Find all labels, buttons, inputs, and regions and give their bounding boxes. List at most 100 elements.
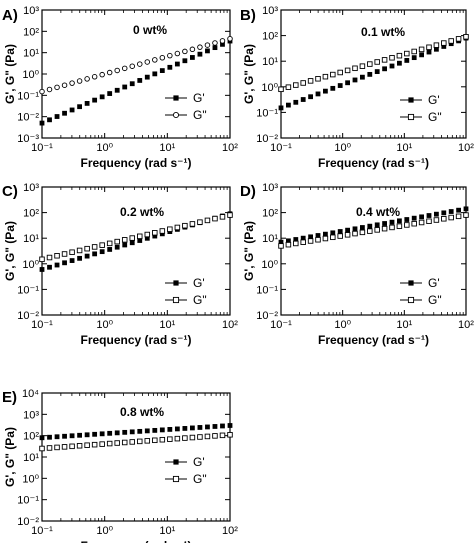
- data-point: [345, 80, 350, 86]
- data-point: [47, 264, 52, 270]
- x-tick-label: 10²: [458, 319, 474, 331]
- data-point: [337, 83, 343, 88]
- legend: G' G": [165, 276, 207, 307]
- data-point: [159, 427, 165, 433]
- data-point: [374, 222, 380, 228]
- x-tick-label: 10⁰: [96, 525, 113, 537]
- x-tick-label: 10¹: [159, 525, 175, 537]
- data-point: [62, 110, 67, 116]
- data-point: [84, 101, 90, 106]
- series-g-prime: [39, 423, 233, 441]
- y-tick-label: 10²: [262, 208, 278, 220]
- data-point: [330, 234, 336, 241]
- data-point: [197, 425, 203, 430]
- data-point: [121, 237, 128, 243]
- y-tick-label: 10⁰: [261, 82, 278, 94]
- data-point: [293, 82, 299, 88]
- data-point: [152, 427, 158, 433]
- data-point: [352, 77, 358, 83]
- data-point: [114, 67, 120, 74]
- y-tick-label: 10³: [23, 182, 39, 194]
- x-tick-label: 10⁻¹: [31, 142, 53, 154]
- data-point: [137, 78, 143, 83]
- data-point: [293, 237, 299, 242]
- x-tick-label: 10⁻¹: [31, 319, 53, 331]
- data-point: [381, 225, 388, 232]
- data-point: [92, 251, 98, 257]
- legend-entry: G": [428, 110, 442, 124]
- y-tick-label: 10⁴: [22, 388, 39, 400]
- data-point: [227, 35, 233, 42]
- data-point: [92, 431, 98, 437]
- data-point: [448, 214, 454, 221]
- data-point: [337, 233, 343, 239]
- data-point: [212, 45, 218, 51]
- data-point: [359, 63, 366, 69]
- data-point: [61, 82, 68, 88]
- data-point: [182, 426, 188, 431]
- data-point: [152, 57, 158, 63]
- panel-b: 10⁻¹ 10⁰ 10¹ 10²10⁻²10⁻¹10⁰10¹10²10³Frequen…: [240, 5, 474, 170]
- data-point: [389, 219, 395, 225]
- data-point: [159, 436, 166, 443]
- data-point: [433, 217, 440, 223]
- data-point: [174, 61, 180, 67]
- data-point: [219, 214, 226, 220]
- data-point: [84, 432, 90, 438]
- legend-marker: [408, 97, 414, 103]
- data-point: [54, 84, 60, 91]
- y-tick-label: 10²: [23, 26, 39, 38]
- data-point: [54, 444, 60, 451]
- data-point: [337, 229, 343, 234]
- series-g-double-prime: [278, 212, 469, 249]
- data-point: [174, 435, 181, 442]
- data-point: [159, 228, 166, 234]
- data-point: [47, 117, 52, 123]
- data-point: [322, 73, 329, 80]
- data-point: [205, 424, 210, 430]
- y-tick-label: 10³: [23, 5, 39, 17]
- data-point: [374, 69, 380, 74]
- data-point: [404, 50, 410, 57]
- data-point: [448, 209, 454, 214]
- series-g-prime: [278, 35, 469, 111]
- data-point: [205, 48, 210, 54]
- plot-frame: [41, 186, 231, 316]
- data-point: [84, 253, 90, 259]
- data-point: [46, 254, 53, 261]
- x-tick-label: 10⁰: [96, 319, 113, 331]
- data-point: [426, 49, 432, 55]
- panel-c: 10⁻¹ 10⁰ 10¹ 10²10⁻²10⁻¹10⁰10¹10²10³Frequen…: [2, 182, 238, 347]
- data-point: [419, 214, 424, 220]
- data-point: [389, 224, 395, 231]
- data-point: [204, 433, 211, 440]
- data-point: [323, 88, 328, 94]
- data-point: [455, 36, 462, 42]
- legend-entry: G': [428, 93, 440, 107]
- y-axis-label: G', G" (Pa): [242, 221, 256, 281]
- data-point: [411, 55, 417, 61]
- data-point: [278, 86, 284, 93]
- data-point: [189, 434, 196, 441]
- plot-frame: [280, 9, 467, 139]
- data-point: [54, 262, 60, 268]
- data-point: [227, 212, 233, 218]
- data-point: [426, 218, 432, 224]
- data-point: [129, 439, 135, 445]
- legend: G' G": [400, 93, 442, 124]
- data-point: [426, 213, 432, 218]
- data-point: [352, 226, 358, 232]
- x-tick-label: 10⁰: [334, 142, 351, 154]
- data-point: [39, 445, 45, 452]
- panel-label: E): [2, 389, 17, 406]
- data-point: [189, 46, 196, 53]
- y-tick-label: 10¹: [23, 452, 39, 464]
- y-tick-label: 10⁻¹: [17, 90, 39, 102]
- data-point: [285, 84, 292, 90]
- data-point: [144, 231, 151, 238]
- data-point: [337, 69, 343, 76]
- x-tick-label: 10⁻¹: [31, 525, 53, 537]
- x-axis-label: Frequency (rad s⁻¹): [80, 156, 191, 170]
- data-point: [107, 247, 113, 252]
- data-point: [330, 85, 336, 91]
